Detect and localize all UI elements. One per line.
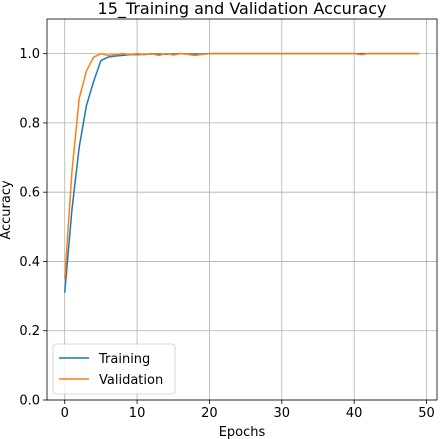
y-tick-label: 1.0 — [19, 47, 40, 62]
y-tick-label: 0.8 — [19, 116, 40, 131]
axis-ticks: 0 10 20 30 40 50 0.0 0.2 0.4 0.6 0.8 1.0 — [19, 47, 434, 421]
x-tick-label: 10 — [129, 406, 146, 421]
plot-frame — [46, 18, 438, 401]
y-tick-label: 0.6 — [19, 186, 40, 201]
x-tick-label: 50 — [418, 406, 435, 421]
plot-series — [63, 52, 420, 293]
series-line-training — [63, 52, 420, 293]
x-tick-label: 0 — [61, 406, 69, 421]
x-axis-label: Epochs — [219, 425, 266, 439]
chart-title: 15_Training and Validation Accuracy — [98, 0, 387, 19]
x-tick-label: 30 — [274, 406, 291, 421]
legend-label-validation: Validation — [99, 373, 163, 388]
x-tick-label: 40 — [346, 406, 363, 421]
series-line-validation — [63, 52, 420, 279]
legend-box — [52, 343, 176, 395]
y-axis-label: Accuracy — [0, 180, 14, 240]
y-tick-label: 0.2 — [19, 324, 40, 339]
legend: Training Validation — [52, 343, 176, 395]
legend-label-training: Training — [98, 352, 150, 367]
grid — [47, 19, 437, 401]
x-tick-label: 20 — [201, 406, 218, 421]
y-tick-label: 0.0 — [19, 394, 40, 409]
y-tick-label: 0.4 — [19, 255, 40, 270]
